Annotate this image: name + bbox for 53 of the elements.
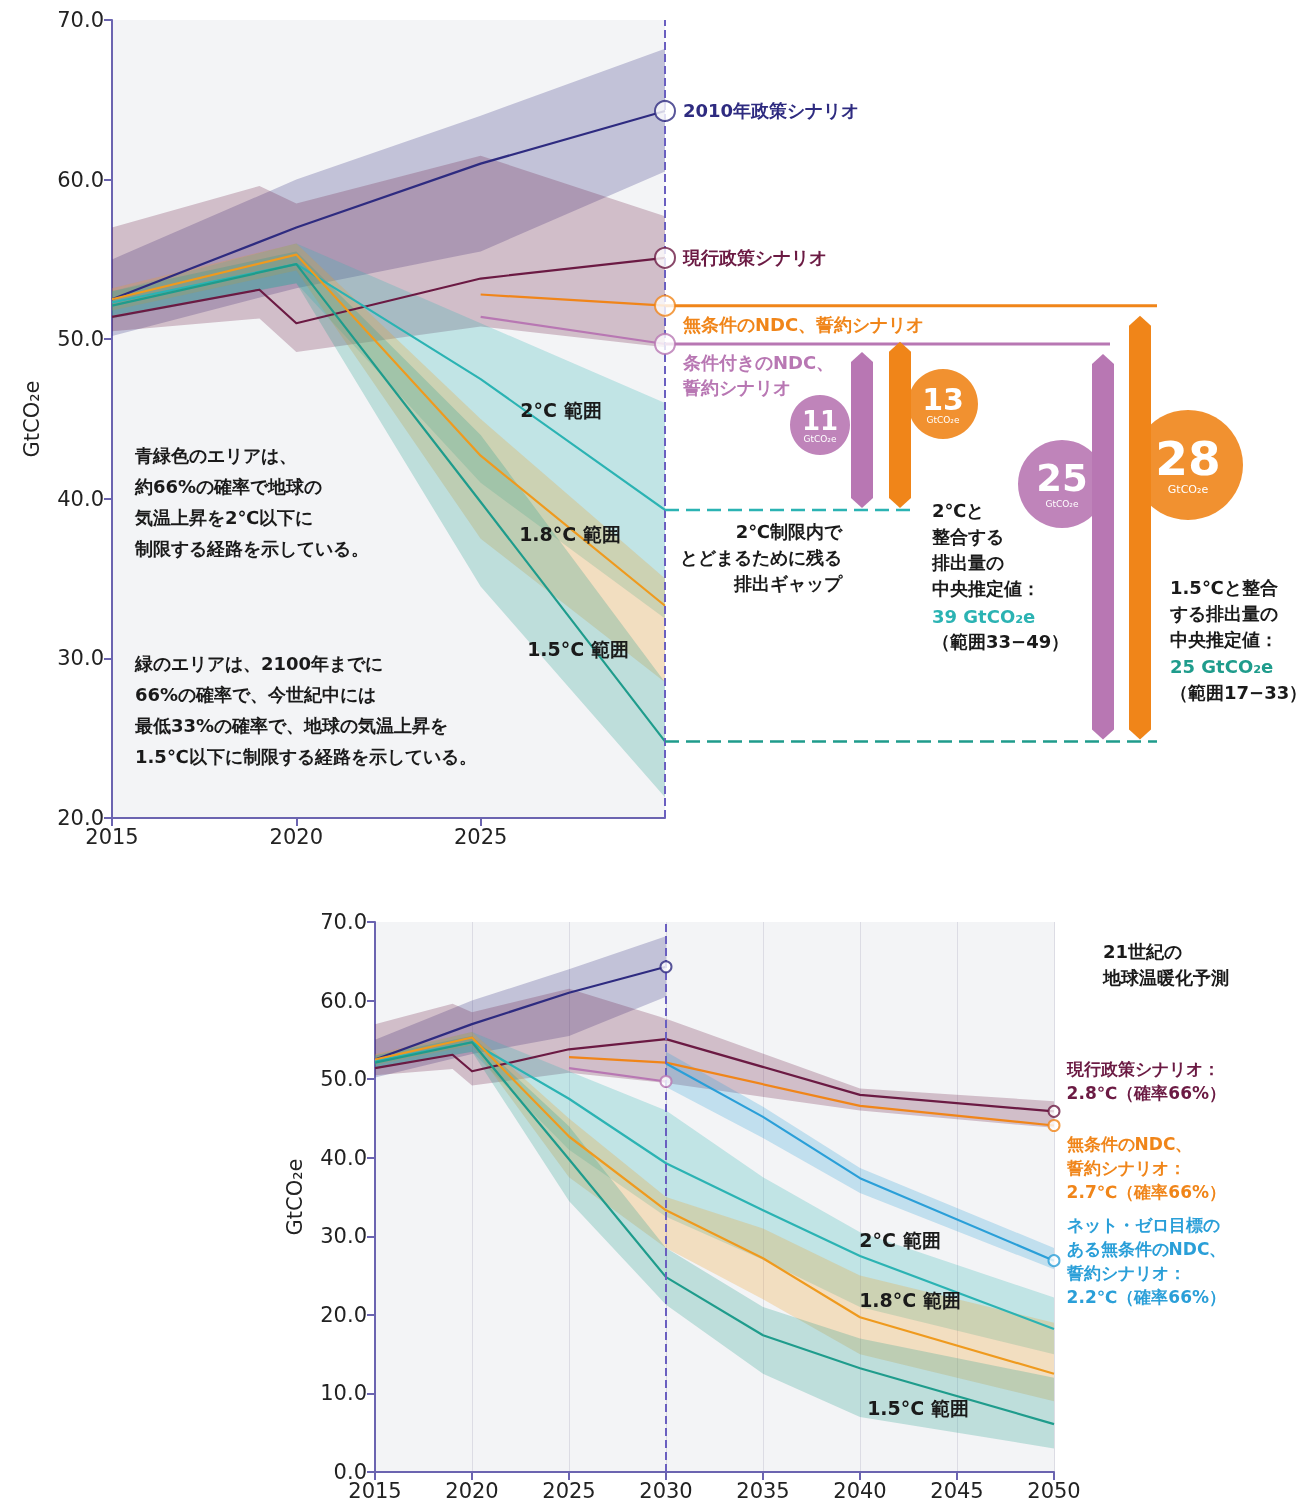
series-label: 2010年政策シナリオ [683, 100, 860, 122]
point [1047, 1254, 1061, 1268]
text: （範囲33−49） [932, 630, 1070, 652]
text: 13 GtCO₂e [922, 382, 964, 425]
y-tick-label: 30.0 [320, 1224, 367, 1249]
point [1047, 1119, 1061, 1132]
y-tick-label: 40.0 [320, 1145, 367, 1170]
y-axis-title: GtCO₂e [19, 380, 44, 458]
x-tick-label: 2025 [453, 824, 508, 849]
y-tick-label: 50.0 [57, 327, 104, 352]
y-tick-label: 70.0 [57, 8, 104, 32]
series-label: 条件付きのNDC、誓約シナリオ [682, 351, 835, 398]
y-tick-label: 70.0 [320, 910, 367, 934]
y-axis-title: GtCO₂e [282, 1158, 307, 1236]
annotation: 1.8°C 範囲 [519, 523, 621, 545]
y-tick-label: 60.0 [320, 988, 367, 1013]
x-tick-label: 2025 [542, 1478, 596, 1503]
annotation: 1.5°C 範囲 [867, 1397, 969, 1419]
text: 21世紀の地球温暖化予測 [1102, 940, 1229, 988]
annotation: 1.8°C 範囲 [859, 1289, 961, 1311]
text: 11 GtCO₂e [801, 406, 839, 444]
series-label: 現行政策シナリオ：2.8℃（確率66%） [1065, 1059, 1227, 1104]
y-tick-label: 60.0 [57, 167, 104, 192]
x-tick-label: 2020 [269, 824, 324, 849]
series-label: 無条件のNDC、誓約シナリオ [682, 313, 925, 335]
point [659, 960, 673, 974]
x-tick-label: 2020 [445, 1478, 499, 1503]
x-tick-label: 2015 [348, 1478, 402, 1503]
x-tick-label: 2030 [639, 1478, 693, 1503]
annotation: 青緑色のエリアは、約66%の確率で地球の気温上昇を2℃以下に制限する経路を示している。 [134, 445, 369, 559]
text: （範囲17−33） [1170, 681, 1308, 703]
series-label: 無条件のNDC、誓約シナリオ：2.7℃（確率66%） [1065, 1133, 1227, 1202]
x-tick-label: 2050 [1027, 1478, 1081, 1503]
x-tick-label: 2015 [85, 824, 139, 849]
annotation: 2°C 範囲 [859, 1229, 941, 1251]
point [659, 1075, 673, 1088]
text: 39 GtCO₂e [932, 605, 1036, 627]
x-tick-label: 2040 [833, 1478, 887, 1503]
annotation: 緑のエリアは、2100年までに66%の確率で、今世紀中には最低33%の確率で、地球の気温上昇を1.5℃以下に制限する経路を示している。 [134, 653, 477, 767]
y-tick-label: 10.0 [320, 1381, 367, 1406]
x-tick-label: 2045 [930, 1478, 984, 1503]
point [1047, 1104, 1061, 1118]
x-tick-label: 2035 [736, 1478, 790, 1503]
text: 1.5℃と整合する排出量の中央推定値： [1169, 576, 1278, 650]
series-label: 現行政策シナリオ [682, 247, 827, 269]
series-label: ネット・ゼロ目標のある無条件のNDC、誓約シナリオ：2.2℃（確率66%） [1065, 1214, 1227, 1307]
text: 28 GtCO₂e [1155, 430, 1221, 497]
text: 25 GtCO₂e [1170, 655, 1274, 677]
y-tick-label: 40.0 [57, 486, 104, 511]
text: 2℃制限内でとどまるために残る排出ギャップ [680, 520, 843, 594]
y-tick-label: 30.0 [57, 646, 104, 671]
y-tick-label: 20.0 [320, 1302, 367, 1327]
y-tick-label: 50.0 [320, 1067, 367, 1092]
